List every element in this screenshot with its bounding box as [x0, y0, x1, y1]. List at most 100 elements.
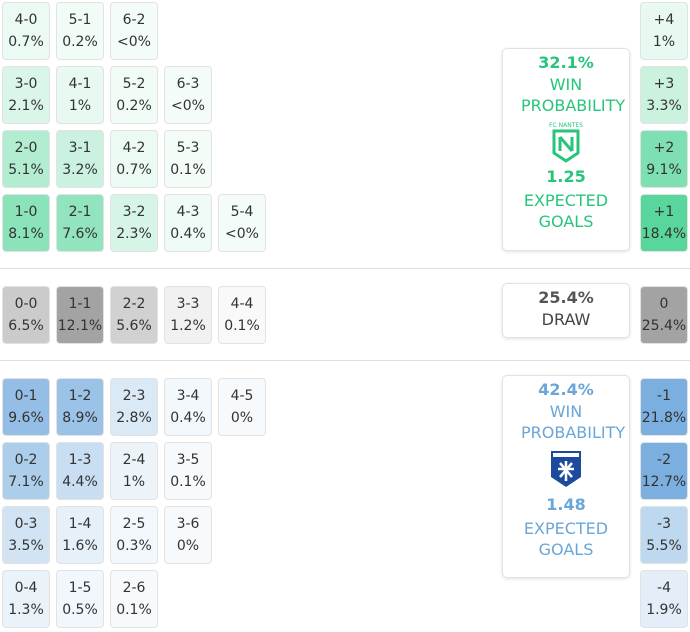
score: 0-1 [14, 388, 38, 404]
score: 5-1 [68, 12, 92, 28]
probability: 0% [176, 538, 200, 554]
probability: 2.1% [8, 98, 44, 114]
team-name: FC NANTES [549, 122, 583, 129]
caption: DRAW [541, 310, 591, 329]
caption: EXPECTED GOALS [523, 191, 609, 231]
probability: 3.3% [646, 98, 682, 114]
caption: EXPECTED GOALS [523, 519, 609, 559]
score: 3-1 [68, 140, 92, 156]
logo-shield [552, 129, 580, 163]
probability: 12.1% [57, 318, 103, 334]
probability: 4.4% [62, 474, 98, 490]
probability: 1% [122, 474, 146, 490]
score-cell: 2-0 5.1% [2, 130, 50, 188]
score: 0-0 [14, 296, 38, 312]
score-cell: 2-3 2.8% [110, 378, 158, 436]
score: 0-2 [14, 452, 38, 468]
score-cell: 3-2 2.3% [110, 194, 158, 252]
probability: 8.9% [62, 410, 98, 426]
probability: 1% [652, 34, 676, 50]
probability: 1.2% [170, 318, 206, 334]
score-cell: 1-0 8.1% [2, 194, 50, 252]
probability: 0.1% [170, 474, 206, 490]
team-logo [551, 451, 581, 487]
score: 1-2 [68, 388, 92, 404]
probability: 0.2% [116, 98, 152, 114]
summary-card: 32.1% WIN PROBABILITY FC NANTES 1.25 EXPECTE… [502, 48, 630, 251]
expected-goals: 1.48 [546, 495, 586, 514]
probability: 0.5% [62, 602, 98, 618]
margin-cell: 0 25.4% [640, 286, 688, 344]
probability: 0% [230, 410, 254, 426]
probability: 1.6% [62, 538, 98, 554]
probability: 0.1% [116, 602, 152, 618]
probability: 0.7% [116, 162, 152, 178]
probability: 5.5% [646, 538, 682, 554]
probability: 2.8% [116, 410, 152, 426]
score-cell: 1-1 12.1% [56, 286, 104, 344]
probability: 5.6% [116, 318, 152, 334]
score-cell: 4-0 0.7% [2, 2, 50, 60]
score-cell: 4-4 0.1% [218, 286, 266, 344]
score-cell: 0-2 7.1% [2, 442, 50, 500]
expected-goals: 1.25 [546, 167, 586, 186]
probability: 0.1% [224, 318, 260, 334]
probability: 7.6% [62, 226, 98, 242]
margin: +4 [653, 12, 675, 28]
probability: 0.2% [62, 34, 98, 50]
score-cell: 3-3 1.2% [164, 286, 212, 344]
score: 5-2 [122, 76, 146, 92]
score-cell: 3-5 0.1% [164, 442, 212, 500]
probability: <0% [225, 226, 259, 242]
score-cell: 1-2 8.9% [56, 378, 104, 436]
summary-card: 25.4% DRAW [502, 283, 630, 338]
score-cell: 2-2 5.6% [110, 286, 158, 344]
score-cell: 6-3 <0% [164, 66, 212, 124]
score: 2-0 [14, 140, 38, 156]
margin-cell: -2 12.7% [640, 442, 688, 500]
score: 3-2 [122, 204, 146, 220]
score: 4-5 [230, 388, 254, 404]
probability: 0.1% [170, 162, 206, 178]
probability: 9.1% [646, 162, 682, 178]
probability: 1% [68, 98, 92, 114]
score-cell: 2-4 1% [110, 442, 158, 500]
score: 3-5 [176, 452, 200, 468]
score-cell: 5-2 0.2% [110, 66, 158, 124]
caption: WIN PROBABILITY [521, 402, 626, 442]
probability: 0.4% [170, 410, 206, 426]
score-cell: 0-3 3.5% [2, 506, 50, 564]
margin: 0 [659, 296, 669, 312]
probability: 2.3% [116, 226, 152, 242]
score: 2-5 [122, 516, 146, 532]
margin: -2 [657, 452, 671, 468]
score: 6-3 [176, 76, 200, 92]
margin-cell: -1 21.8% [640, 378, 688, 436]
score: 2-1 [68, 204, 92, 220]
score: 5-3 [176, 140, 200, 156]
caption: WIN PROBABILITY [521, 75, 626, 115]
margin-cell: +3 3.3% [640, 66, 688, 124]
score: 1-0 [14, 204, 38, 220]
score-cell: 2-6 0.1% [110, 570, 158, 628]
separator [0, 268, 690, 269]
score-cell: 3-0 2.1% [2, 66, 50, 124]
score: 3-4 [176, 388, 200, 404]
win-probability: 32.1% [538, 53, 594, 72]
win-probability: 42.4% [538, 380, 594, 399]
score: 4-4 [230, 296, 254, 312]
score: 2-6 [122, 580, 146, 596]
score: 1-3 [68, 452, 92, 468]
score: 1-4 [68, 516, 92, 532]
score: 2-4 [122, 452, 146, 468]
probability: 5.1% [8, 162, 44, 178]
score-cell: 4-3 0.4% [164, 194, 212, 252]
probability: 0.3% [116, 538, 152, 554]
score-cell: 3-1 3.2% [56, 130, 104, 188]
score: 4-1 [68, 76, 92, 92]
score-cell: 3-6 0% [164, 506, 212, 564]
probability: 9.6% [8, 410, 44, 426]
score-cell: 5-3 0.1% [164, 130, 212, 188]
score-cell: 2-1 7.6% [56, 194, 104, 252]
